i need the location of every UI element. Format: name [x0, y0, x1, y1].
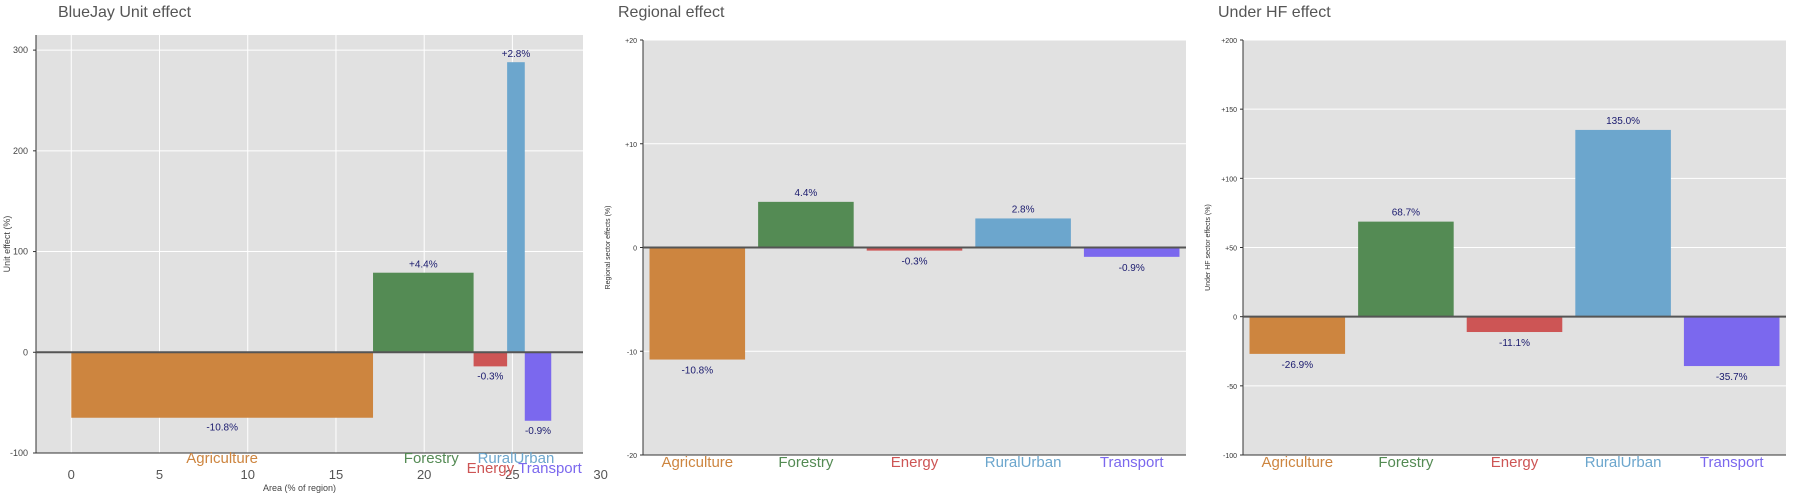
- bar-agriculture: [649, 247, 746, 360]
- data-label: 4.4%: [795, 188, 818, 199]
- y-tick-label: 300: [13, 45, 28, 55]
- chart-title: Regional effect: [618, 4, 725, 21]
- bar-agriculture: [1249, 316, 1346, 354]
- data-label: -10.8%: [206, 423, 238, 434]
- data-label: -0.3%: [477, 371, 503, 382]
- data-label: -35.7%: [1716, 372, 1748, 383]
- x-tick-label: 5: [156, 467, 163, 482]
- data-label: -26.9%: [1281, 360, 1313, 371]
- y-axis-label: Unit effect (%): [2, 216, 12, 273]
- data-label: -0.3%: [901, 257, 927, 268]
- x-tick-label: 30: [593, 467, 607, 482]
- bar-forestry: [1358, 221, 1454, 317]
- data-label: +4.4%: [409, 260, 438, 271]
- y-tick-label: +10: [625, 142, 637, 149]
- data-label: +2.8%: [502, 49, 531, 60]
- y-axis-label: Regional sector effects (%): [605, 206, 612, 290]
- y-tick-label: 0: [633, 246, 637, 253]
- category-label: Transport: [1700, 454, 1764, 471]
- panel-regional-effect: Regional effect -20 -10 0 +10 +20 -10.8% Agric…: [600, 0, 1200, 500]
- category-label: Forestry: [1378, 454, 1434, 471]
- data-label: -10.8%: [681, 366, 713, 377]
- data-label: -0.9%: [525, 426, 551, 437]
- y-axis-label: Under HF sector effects (%): [1205, 204, 1212, 291]
- bar-forestry: [373, 272, 474, 353]
- data-label: 68.7%: [1392, 208, 1420, 219]
- chart-title: BlueJay Unit effect: [58, 4, 192, 21]
- category-label: Agriculture: [186, 450, 258, 467]
- y-tick-label: -50: [1227, 384, 1237, 391]
- panel-underhf-effect: Under HF effect -100 -50 0 +50 +100 +150 +200-…: [1200, 0, 1800, 500]
- y-tick-label: +200: [1221, 38, 1237, 45]
- bar-transport: [1083, 247, 1180, 257]
- category-label: Forestry: [404, 450, 460, 467]
- data-label: -0.9%: [1119, 263, 1145, 274]
- category-label: Agriculture: [1261, 454, 1333, 471]
- bar-ruralurban: [975, 218, 1071, 248]
- category-label: Energy: [891, 454, 939, 471]
- category-label: RuralUrban: [478, 450, 555, 467]
- bar-energy: [866, 247, 963, 251]
- y-tick-label: 100: [13, 247, 28, 257]
- bar-agriculture: [71, 352, 374, 418]
- category-label: Transport: [1100, 454, 1164, 471]
- category-label: RuralUrban: [985, 454, 1062, 471]
- data-label: 135.0%: [1606, 116, 1640, 127]
- bar-transport: [524, 352, 552, 421]
- bar-forestry: [758, 201, 854, 248]
- y-tick-label: 0: [23, 347, 28, 357]
- category-label: Energy: [1491, 454, 1539, 471]
- y-tick-label: +150: [1221, 107, 1237, 114]
- x-tick-label: 20: [417, 467, 431, 482]
- category-label: RuralUrban: [1585, 454, 1662, 471]
- bar-energy: [473, 352, 508, 367]
- bar-ruralurban: [507, 62, 525, 353]
- panel-unit-effect: BlueJay Unit effect -100 0 100 200 300 0 5 10 15…: [0, 0, 608, 500]
- chart-unit-effect: -100 0 100 200 300 0 5 10 15 20 25 30 -10.8% +4.4% -0.…: [2, 35, 608, 493]
- category-label: Forestry: [778, 454, 834, 471]
- y-tick-label: +100: [1221, 176, 1237, 183]
- y-tick-label: +50: [1225, 246, 1237, 253]
- bar-ruralurban: [1575, 129, 1671, 317]
- chart-underhf-effect: -100 -50 0 +50 +100 +150 +200 -26.9% Agriculture…: [1205, 38, 1786, 471]
- x-tick-label: 10: [241, 467, 255, 482]
- y-tick-label: -100: [1223, 453, 1237, 460]
- y-tick-label: 200: [13, 146, 28, 156]
- data-label: 2.8%: [1012, 204, 1035, 215]
- category-label: Transport: [518, 460, 582, 477]
- x-tick-label: 15: [329, 467, 343, 482]
- y-tick-label: -10: [627, 349, 637, 356]
- bar-transport: [1683, 316, 1780, 367]
- chart-title: Under HF effect: [1218, 4, 1331, 21]
- y-tick-label: -100: [10, 448, 28, 458]
- x-tick-label: 25: [505, 467, 519, 482]
- x-axis-label: Area (% of region): [263, 483, 336, 493]
- category-label: Energy: [467, 460, 515, 477]
- bar-energy: [1466, 316, 1563, 333]
- y-tick-label: 0: [1233, 315, 1237, 322]
- category-label: Agriculture: [661, 454, 733, 471]
- x-tick-label: 0: [68, 467, 75, 482]
- chart-regional-effect: -20 -10 0 +10 +20 -10.8% Agriculture 4.4% Forest…: [605, 38, 1186, 471]
- data-label: -11.1%: [1499, 338, 1530, 349]
- y-tick-label: -20: [627, 453, 637, 460]
- y-tick-label: +20: [625, 38, 637, 45]
